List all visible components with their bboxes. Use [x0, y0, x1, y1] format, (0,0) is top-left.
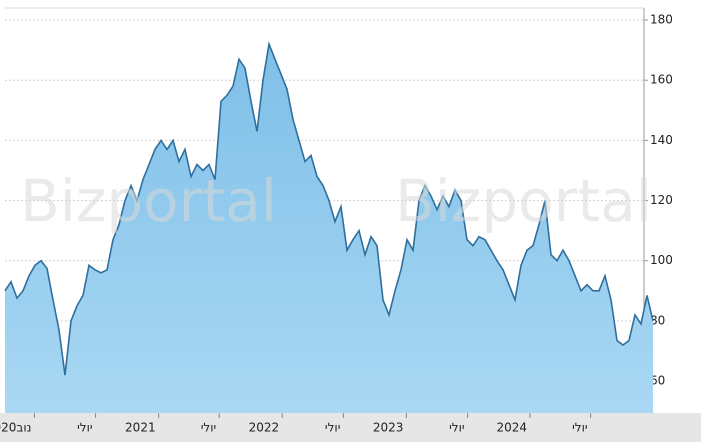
x-tick-label: יולי: [77, 421, 92, 435]
x-tick-label: יולי: [325, 421, 340, 435]
y-tick-label: 60: [650, 374, 665, 388]
x-tick-label: 2022: [249, 421, 280, 435]
x-tick-label: 2021: [125, 421, 156, 435]
y-tick-label: 100: [650, 253, 673, 267]
x-tick-label: 2023: [373, 421, 404, 435]
y-tick-label: 80: [650, 313, 665, 327]
watermark: Bizportal: [20, 167, 277, 235]
x-tick-label: יולי: [449, 421, 464, 435]
y-tick-label: 120: [650, 193, 673, 207]
y-tick-label: 140: [650, 133, 673, 147]
x-axis-band: [0, 413, 701, 442]
x-tick-label: יולי: [572, 421, 587, 435]
x-tick-label: נוב2020: [0, 421, 31, 435]
y-tick-label: 160: [650, 73, 673, 87]
line: [4, 41, 654, 376]
watermark: Bizportal: [395, 167, 652, 235]
y-tick-label: 180: [650, 13, 673, 27]
area: [5, 44, 653, 413]
x-tick-label: 2024: [496, 421, 527, 435]
x-tick-label: יולי: [201, 421, 216, 435]
